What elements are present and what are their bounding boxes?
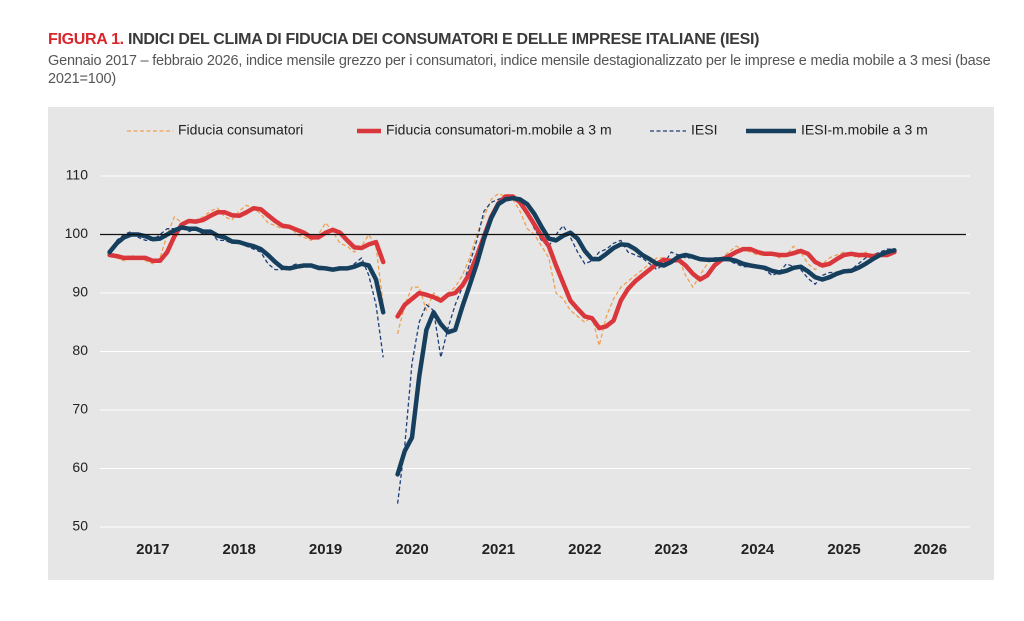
y-tick-label: 50 bbox=[72, 518, 88, 534]
x-tick-label: 2025 bbox=[827, 541, 860, 558]
x-tick-label: 2019 bbox=[309, 541, 342, 558]
x-tick-label: 2023 bbox=[655, 541, 688, 558]
plot-background bbox=[48, 107, 994, 580]
series-line bbox=[109, 192, 895, 347]
legend-label: IESI-m.mobile a 3 m bbox=[801, 122, 928, 138]
header: FIGURA 1. INDICI DEL CLIMA DI FIDUCIA DE… bbox=[48, 31, 998, 88]
y-tick-label: 60 bbox=[72, 459, 88, 475]
legend-label: Fiducia consumatori-m.mobile a 3 m bbox=[386, 122, 612, 138]
y-tick-label: 110 bbox=[66, 167, 89, 183]
x-tick-label: 2024 bbox=[741, 541, 775, 558]
x-tick-label: 2026 bbox=[914, 541, 947, 558]
x-tick-label: 2017 bbox=[136, 541, 169, 558]
x-tick-label: 2021 bbox=[482, 541, 515, 558]
x-tick-label: 2022 bbox=[568, 541, 601, 558]
average-lines bbox=[107, 194, 897, 477]
series-line bbox=[107, 195, 897, 477]
y-tick-label: 70 bbox=[72, 401, 88, 417]
legend-label: IESI bbox=[691, 122, 717, 138]
y-tick-label: 80 bbox=[72, 342, 88, 358]
labels: 50 60 70 80 90 100 110 2017 2018 2019 2020 2021 2022… bbox=[65, 122, 966, 558]
y-tick-label: 90 bbox=[72, 284, 88, 300]
chart-subtitle: Gennaio 2017 – febbraio 2026, indice men… bbox=[48, 53, 991, 87]
chart-title: FIGURA 1. INDICI DEL CLIMA DI FIDUCIA DE… bbox=[48, 31, 998, 49]
figure-label: FIGURA 1. bbox=[48, 31, 124, 48]
x-tick-label: 2020 bbox=[395, 541, 428, 558]
y-tick-label: 100 bbox=[65, 225, 89, 241]
x-tick-label: 2018 bbox=[223, 541, 256, 558]
title-text: INDICI DEL CLIMA DI FIDUCIA DEI CONSUMAT… bbox=[127, 31, 760, 48]
legend-label: Fiducia consumatori bbox=[178, 122, 303, 138]
